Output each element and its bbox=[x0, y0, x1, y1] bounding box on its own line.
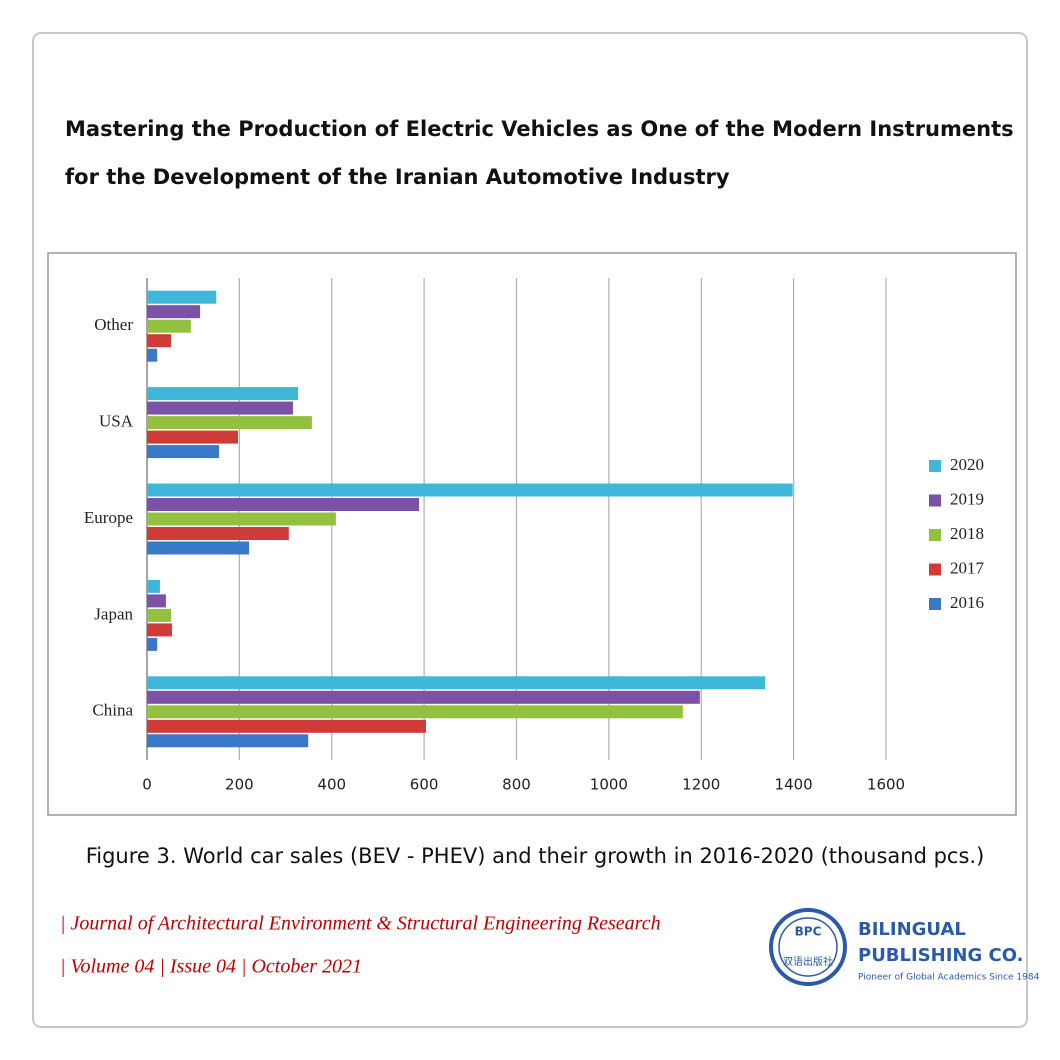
x-tick-label: 1000 bbox=[590, 776, 628, 794]
caption: Figure 3. World car sales (BEV - PHEV) a… bbox=[86, 844, 985, 868]
y-tick-label: Other bbox=[94, 315, 133, 334]
title: Mastering the Production of Electric Veh… bbox=[65, 117, 1014, 141]
bar bbox=[147, 401, 293, 415]
legend-swatch bbox=[929, 563, 941, 576]
bar bbox=[147, 430, 238, 444]
x-tick-label: 600 bbox=[410, 776, 439, 794]
journal: | Journal of Architectural Environment &… bbox=[60, 913, 661, 935]
bar bbox=[147, 334, 172, 348]
x-tick-label: 1200 bbox=[682, 776, 720, 794]
title: for the Development of the Iranian Autom… bbox=[65, 165, 730, 189]
x-tick-label: 1400 bbox=[775, 776, 813, 794]
bar bbox=[147, 290, 217, 304]
bar bbox=[147, 637, 158, 651]
legend-label: 2017 bbox=[950, 558, 985, 577]
bar bbox=[147, 319, 191, 333]
chart: 0 200 400 600 800 1000 1200 1400 1600 China Japan E… bbox=[84, 278, 985, 794]
legend-swatch bbox=[929, 494, 941, 507]
logo-tagline: Pioneer of Global Academics Since 1984 bbox=[858, 973, 1040, 983]
bar bbox=[147, 623, 172, 637]
bar bbox=[147, 527, 289, 540]
bar bbox=[147, 608, 172, 622]
journal: | Volume 04 | Issue 04 | October 2021 bbox=[60, 956, 362, 978]
y-tick-label: Europe bbox=[84, 508, 133, 527]
logo-ring bbox=[778, 917, 838, 977]
bar bbox=[147, 579, 160, 593]
legend-label: 2019 bbox=[950, 489, 984, 508]
x-tick-label: 200 bbox=[225, 776, 254, 794]
bar bbox=[147, 483, 793, 497]
bar bbox=[147, 498, 420, 511]
bar bbox=[147, 594, 166, 608]
x-tick-label: 400 bbox=[317, 776, 346, 794]
bar bbox=[147, 348, 158, 362]
legend-swatch bbox=[929, 460, 941, 472]
bar bbox=[147, 690, 700, 704]
bar bbox=[147, 512, 336, 526]
bar bbox=[147, 676, 765, 690]
bar bbox=[147, 445, 220, 459]
x-tick-label: 800 bbox=[502, 776, 531, 794]
y-tick-label: Japan bbox=[94, 604, 133, 623]
logo-badge: BPC bbox=[795, 925, 822, 939]
logo-chinese: 双语出版社 bbox=[783, 955, 833, 968]
bar bbox=[147, 387, 299, 401]
legend-label: 2020 bbox=[950, 455, 984, 474]
logo-name: BILINGUAL bbox=[858, 919, 966, 940]
y-tick-label: USA bbox=[99, 412, 134, 431]
bar bbox=[147, 541, 250, 555]
x-tick-label: 1600 bbox=[867, 776, 905, 794]
logo-name: PUBLISHING CO. bbox=[858, 945, 1023, 966]
logo-ring bbox=[769, 908, 847, 986]
bar bbox=[147, 705, 683, 719]
legend-label: 2018 bbox=[950, 524, 984, 543]
x-tick-label: 0 bbox=[142, 776, 152, 794]
bar bbox=[147, 734, 309, 748]
bar bbox=[147, 305, 201, 319]
legend-label: 2016 bbox=[950, 593, 984, 612]
legend-swatch bbox=[929, 598, 941, 610]
y-tick-label: China bbox=[92, 701, 133, 720]
bar bbox=[147, 416, 312, 430]
bar bbox=[147, 719, 426, 733]
legend-swatch bbox=[929, 529, 941, 541]
logo: BPC 双语出版社 BILINGUAL PUBLISHING CO. Pione… bbox=[769, 908, 1040, 986]
